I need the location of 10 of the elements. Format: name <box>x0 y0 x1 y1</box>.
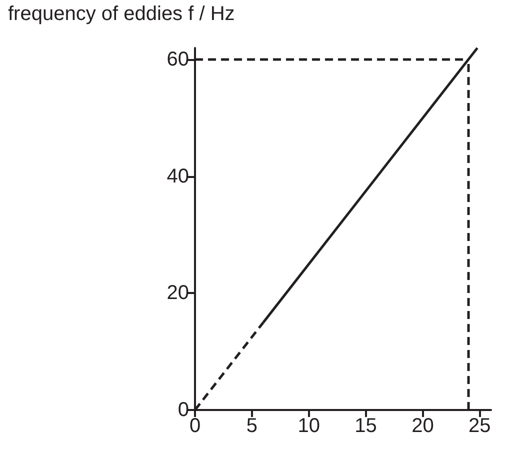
x-tick-label: 5 <box>246 415 258 437</box>
y-tick-label: 60 <box>166 48 189 71</box>
y-tick-label: 20 <box>166 282 189 304</box>
y-axis-title: frequency of eddies f / Hz <box>8 3 235 25</box>
y-tick-label: 0 <box>178 399 189 421</box>
x-tick-label: 15 <box>354 415 377 437</box>
y-tick-label: 40 <box>166 165 189 188</box>
x-tick-label: 20 <box>412 415 434 437</box>
x-tick-label: 10 <box>298 415 320 437</box>
x-tick-label: 25 <box>468 415 491 437</box>
